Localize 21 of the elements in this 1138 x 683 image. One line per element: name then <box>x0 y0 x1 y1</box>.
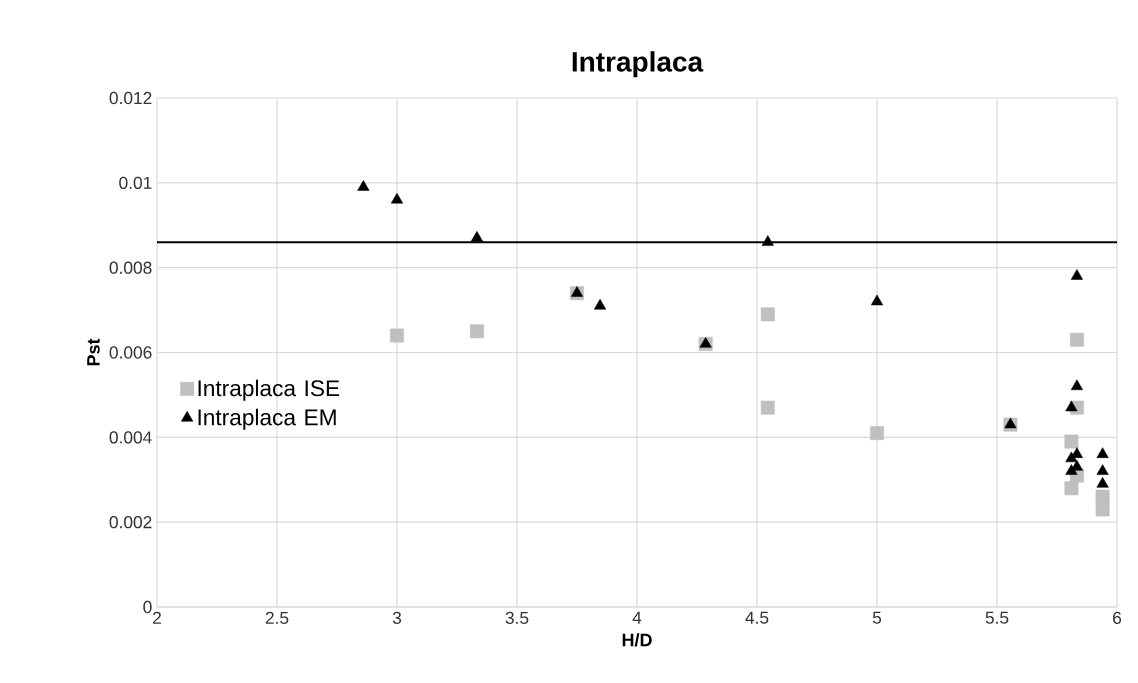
x-tick-label: 2 <box>153 611 161 624</box>
x-axis-title: H/D <box>622 633 652 647</box>
x-tick-label: 4.5 <box>745 611 769 624</box>
y-tick-label: 0.002 <box>109 516 152 529</box>
chart-title: Intraplaca <box>572 51 704 78</box>
y-tick-label: 0 <box>143 600 152 614</box>
x-tick-label: 5.5 <box>985 611 1009 624</box>
legend-label: Intraplaca EM <box>198 408 336 430</box>
x-tick-label: 4 <box>632 611 642 624</box>
y-axis-title: Pst <box>87 338 100 366</box>
y-tick-label: 0.006 <box>109 346 152 359</box>
y-tick-label: 0.008 <box>109 261 152 274</box>
y-tick-label: 0.012 <box>109 91 152 105</box>
x-tick-label: 3 <box>392 611 402 624</box>
x-tick-label: 6 <box>1113 611 1122 624</box>
legend-label: Intraplaca ISE <box>198 379 340 401</box>
x-tick-label: 3.5 <box>505 611 529 624</box>
x-tick-label: 5 <box>872 611 882 624</box>
y-tick-label: 0.01 <box>119 176 152 189</box>
x-tick-label: 2.5 <box>265 611 289 624</box>
y-tick-label: 0.004 <box>109 431 152 444</box>
